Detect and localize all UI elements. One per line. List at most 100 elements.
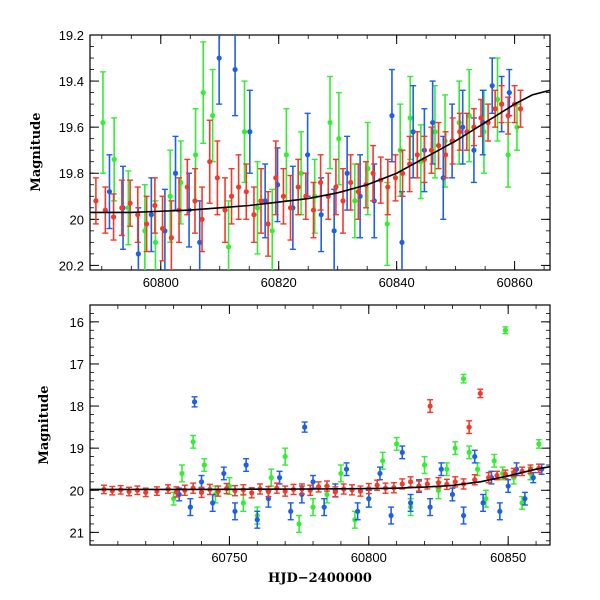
data-point	[190, 439, 196, 445]
data-point	[385, 184, 391, 190]
data-point	[435, 142, 442, 149]
data-point	[241, 129, 248, 135]
data-point	[201, 462, 207, 468]
data-point	[191, 399, 198, 405]
bottom-plot-frame	[89, 304, 551, 546]
data-point	[228, 193, 235, 199]
data-point	[254, 517, 260, 523]
x-tick-label: 60850	[490, 550, 526, 565]
data-point	[340, 198, 346, 204]
data-point	[305, 152, 311, 158]
top-panel: 60800 60820 60840 60860 19.2 19.4 19.6 19.8 20 20…	[29, 28, 551, 290]
x-tick-label: 60800	[143, 275, 179, 290]
data-point	[407, 115, 413, 121]
data-point	[502, 327, 508, 333]
data-point	[460, 376, 467, 382]
data-point	[410, 129, 416, 135]
data-point	[370, 170, 376, 176]
data-point	[427, 504, 433, 510]
data-point	[269, 228, 275, 234]
top-plot-frame	[89, 34, 551, 271]
data-point	[352, 198, 358, 204]
data-point	[243, 189, 249, 195]
data-point	[243, 462, 249, 468]
data-point	[240, 500, 246, 506]
data-point	[505, 483, 511, 489]
data-point	[247, 129, 253, 135]
x-tick-label: 60840	[379, 275, 415, 290]
y-tick-label: 19.8	[59, 166, 84, 181]
data-point	[497, 508, 503, 514]
data-point	[438, 466, 444, 472]
x-tick-label: 60750	[211, 550, 247, 565]
data-point	[399, 481, 405, 487]
data-point	[232, 508, 238, 514]
y-tick-label: 20	[70, 483, 84, 498]
data-point	[111, 156, 117, 163]
bottom-series-blue	[176, 396, 545, 529]
data-point	[210, 113, 216, 119]
data-point	[182, 487, 188, 493]
data-point	[192, 198, 198, 204]
data-point	[332, 489, 338, 495]
data-point	[102, 207, 108, 213]
data-point	[236, 184, 242, 190]
top-series-blue	[106, 35, 513, 270]
data-point	[384, 221, 390, 227]
data-point	[331, 228, 337, 234]
data-point	[522, 496, 528, 502]
data-point	[93, 198, 99, 204]
data-point	[159, 225, 166, 232]
data-point	[280, 193, 287, 199]
bottom-model-curve	[90, 465, 550, 491]
y-tick-label: 16	[70, 315, 84, 330]
data-point	[530, 475, 536, 481]
data-point	[232, 66, 238, 73]
data-point	[225, 244, 232, 250]
x-tick-label: 60820	[261, 275, 297, 290]
data-point	[251, 212, 257, 218]
data-point	[505, 152, 511, 158]
data-point	[214, 175, 220, 181]
data-point	[119, 205, 125, 211]
data-point	[472, 453, 478, 460]
data-point	[435, 480, 442, 486]
data-point	[424, 481, 430, 487]
data-point	[318, 212, 324, 218]
bottom-panel: 60750 60800 60850 16 17 18 19 20 21 Magnitude HJ…	[37, 304, 551, 586]
data-point	[536, 441, 542, 447]
data-point	[173, 489, 180, 495]
data-point	[249, 490, 255, 496]
data-point	[399, 170, 406, 176]
y-tick-label: 19.4	[59, 74, 84, 89]
data-point	[443, 152, 449, 158]
data-point	[338, 470, 344, 477]
data-point	[216, 55, 222, 61]
data-point	[460, 124, 466, 130]
data-point	[343, 466, 350, 472]
data-point	[310, 479, 316, 485]
data-point	[198, 479, 205, 485]
data-point	[144, 221, 150, 227]
y-tick-label: 20.2	[59, 258, 84, 273]
data-point	[474, 466, 481, 472]
data-point	[428, 147, 435, 153]
data-point	[491, 458, 497, 464]
data-point	[336, 136, 342, 142]
top-series-green	[99, 41, 520, 270]
data-point	[221, 470, 227, 477]
data-point	[344, 170, 350, 176]
data-point	[134, 487, 140, 493]
data-point	[460, 512, 467, 519]
data-point	[430, 119, 436, 126]
data-point	[152, 239, 159, 245]
data-point	[127, 200, 133, 206]
data-point	[222, 207, 228, 213]
data-point	[262, 198, 268, 204]
data-point	[421, 462, 428, 468]
y-tick-label: 19	[70, 441, 84, 456]
data-point	[355, 508, 361, 514]
data-point	[394, 441, 400, 447]
data-point	[199, 216, 205, 222]
data-point	[427, 403, 433, 409]
